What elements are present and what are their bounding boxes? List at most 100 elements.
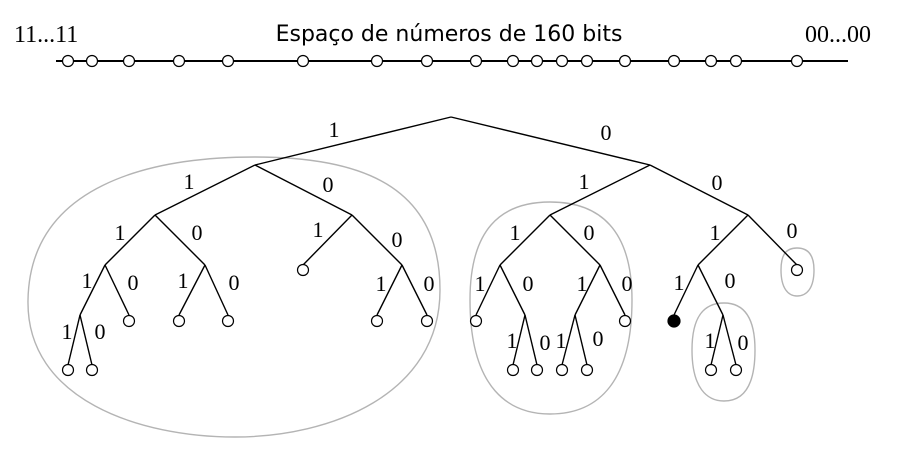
left-extreme-label: 11...11 bbox=[14, 22, 78, 48]
number-space-node bbox=[221, 54, 235, 68]
edge bbox=[401, 264, 428, 316]
edge bbox=[524, 314, 538, 366]
edge bbox=[254, 116, 452, 166]
number-space-node bbox=[61, 54, 75, 68]
number-space-node bbox=[790, 54, 804, 68]
diagram-title: Espaço de números de 160 bits bbox=[276, 22, 623, 47]
edge-label-zero: 0 bbox=[601, 120, 612, 145]
group-outline-far-right bbox=[780, 247, 815, 297]
edge-label-zero: 0 bbox=[787, 218, 798, 243]
number-space-node bbox=[618, 54, 632, 68]
edge bbox=[561, 314, 576, 366]
edge-label-one: 1 bbox=[710, 220, 721, 245]
edge bbox=[599, 264, 626, 316]
edge bbox=[475, 264, 501, 316]
edge-label-one: 1 bbox=[313, 217, 324, 242]
edge-label-one: 1 bbox=[329, 117, 340, 142]
leaf-node bbox=[122, 314, 136, 328]
edge bbox=[204, 264, 229, 316]
edge-label-one: 1 bbox=[62, 319, 73, 344]
edge-label-zero: 0 bbox=[229, 270, 240, 295]
edge-label-one: 1 bbox=[510, 220, 521, 245]
number-space-node bbox=[296, 54, 310, 68]
edge bbox=[649, 164, 749, 216]
edge-label-zero: 0 bbox=[523, 271, 534, 296]
leaf-node bbox=[420, 314, 434, 328]
edge bbox=[154, 164, 256, 216]
edge bbox=[499, 264, 526, 316]
leaf-node bbox=[506, 363, 520, 377]
leaf-node bbox=[221, 314, 235, 328]
leaf-node bbox=[85, 363, 99, 377]
edge-label-zero: 0 bbox=[593, 326, 604, 351]
edge bbox=[697, 264, 724, 316]
number-space-node bbox=[85, 54, 99, 68]
edge bbox=[154, 214, 206, 266]
right-extreme-label: 00...00 bbox=[805, 22, 871, 48]
edge bbox=[450, 116, 651, 166]
leaf-node bbox=[555, 363, 569, 377]
number-space-node bbox=[370, 54, 384, 68]
edge-label-one: 1 bbox=[705, 328, 716, 353]
edge-label-zero: 0 bbox=[192, 220, 203, 245]
edge-bit-labels: 1 0 1 0 1 0 1 0 1 0 1 0 1 0 1 0 1 0 1 0 … bbox=[62, 117, 798, 355]
edge bbox=[574, 314, 588, 366]
leaf-node bbox=[530, 363, 544, 377]
edge bbox=[747, 214, 798, 266]
edge-label-one: 1 bbox=[376, 271, 387, 296]
edge-label-zero: 0 bbox=[712, 170, 723, 195]
edge bbox=[722, 314, 737, 366]
number-space-node bbox=[555, 54, 569, 68]
edge-label-zero: 0 bbox=[738, 330, 749, 355]
leaf-node bbox=[704, 363, 718, 377]
edge bbox=[499, 214, 551, 266]
edge-label-zero: 0 bbox=[540, 330, 551, 355]
edge bbox=[549, 214, 601, 266]
edge-label-zero: 0 bbox=[725, 268, 736, 293]
edge-label-one: 1 bbox=[184, 169, 195, 194]
group-outline-middle bbox=[469, 201, 633, 415]
leaf-node bbox=[172, 314, 186, 328]
number-space-node bbox=[530, 54, 544, 68]
group-outline-left bbox=[27, 156, 441, 438]
edge bbox=[376, 264, 403, 316]
group-outlines bbox=[27, 156, 815, 438]
edge-label-one: 1 bbox=[556, 328, 567, 353]
edge-label-one: 1 bbox=[82, 268, 93, 293]
edge-label-zero: 0 bbox=[424, 271, 435, 296]
edge-label-zero: 0 bbox=[95, 319, 106, 344]
edge bbox=[673, 264, 699, 316]
edge bbox=[351, 214, 403, 266]
edge-label-zero: 0 bbox=[622, 271, 633, 296]
edge-label-one: 1 bbox=[507, 328, 518, 353]
number-space-node bbox=[580, 54, 594, 68]
edge bbox=[79, 314, 93, 366]
edge bbox=[254, 164, 353, 216]
leaf-node bbox=[790, 263, 804, 277]
group-outline-bottom-right bbox=[691, 302, 756, 402]
edge-label-one: 1 bbox=[577, 271, 588, 296]
number-space-node bbox=[704, 54, 718, 68]
edge bbox=[79, 264, 106, 316]
edge bbox=[710, 314, 724, 366]
edge bbox=[549, 164, 651, 216]
edge bbox=[512, 314, 526, 366]
number-space-node bbox=[172, 54, 186, 68]
number-space-node bbox=[506, 54, 520, 68]
edge-label-zero: 0 bbox=[584, 220, 595, 245]
edge bbox=[574, 264, 601, 316]
leaf-node bbox=[296, 263, 310, 277]
number-space-nodes bbox=[61, 54, 804, 68]
edge-label-one: 1 bbox=[178, 268, 189, 293]
edge-label-zero: 0 bbox=[392, 227, 403, 252]
number-space-node bbox=[729, 54, 743, 68]
edge bbox=[104, 264, 130, 316]
edge bbox=[178, 264, 206, 316]
edge-label-one: 1 bbox=[475, 271, 486, 296]
edge-label-one: 1 bbox=[579, 169, 590, 194]
edge bbox=[104, 214, 156, 266]
number-space-node bbox=[469, 54, 483, 68]
edge bbox=[67, 314, 81, 366]
number-space-node bbox=[667, 54, 681, 68]
